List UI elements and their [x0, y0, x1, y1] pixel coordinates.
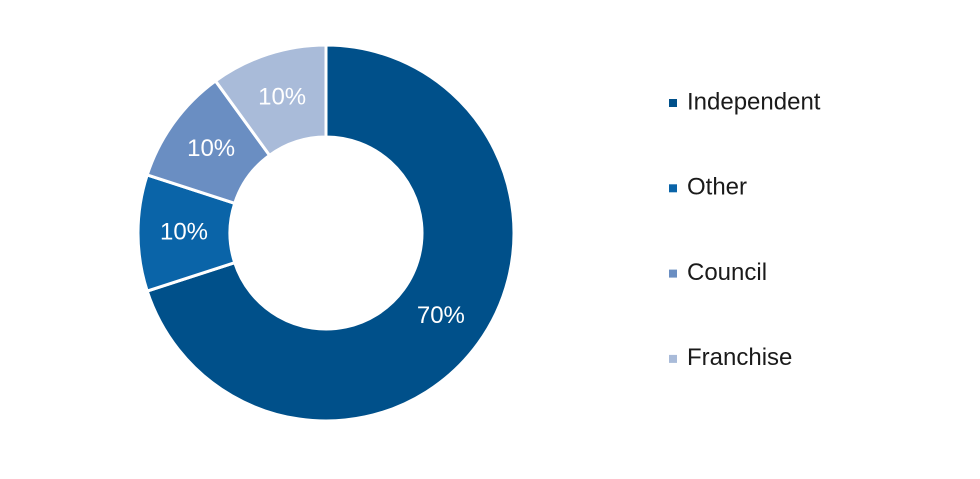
- donut-slice: [145, 43, 516, 423]
- legend-label: Franchise: [687, 344, 792, 371]
- data-label: 70%: [417, 302, 465, 329]
- legend-marker: [669, 99, 677, 107]
- data-label: 10%: [187, 135, 235, 162]
- data-label: 10%: [258, 83, 306, 110]
- legend-label: Other: [687, 174, 747, 201]
- legend-marker: [669, 269, 677, 278]
- donut-slice: [213, 43, 328, 158]
- legend-label: Independent: [687, 88, 821, 115]
- legend-marker: [669, 354, 677, 363]
- legend-label: Council: [687, 259, 767, 286]
- legend-marker: [669, 184, 677, 193]
- data-label: 10%: [160, 218, 208, 245]
